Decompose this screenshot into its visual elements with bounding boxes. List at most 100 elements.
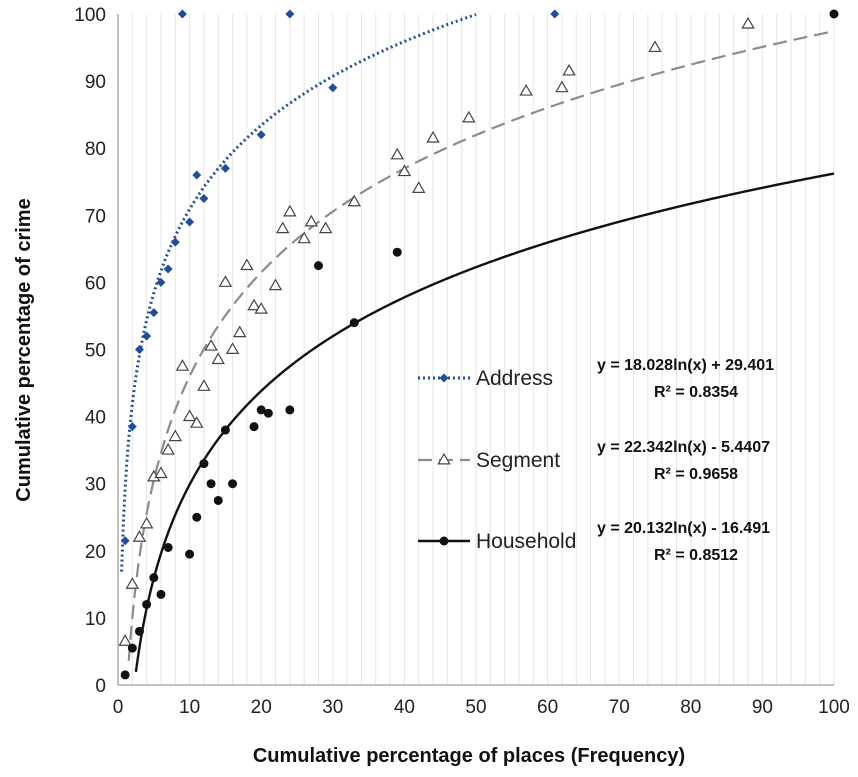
point-segment	[211, 352, 225, 365]
point-address	[156, 277, 166, 287]
x-tick-label: 40	[394, 697, 415, 718]
equation-address: y = 18.028ln(x) + 29.401	[597, 357, 774, 374]
legend-label-household: Household	[476, 530, 576, 553]
point-address	[170, 237, 180, 247]
point-address	[134, 345, 144, 354]
point-segment	[204, 338, 218, 351]
point-household	[829, 9, 839, 19]
point-segment	[555, 80, 569, 93]
point-segment	[304, 214, 319, 227]
point-address	[163, 264, 173, 274]
x-tick-label: 10	[179, 697, 200, 718]
axes	[117, 14, 834, 686]
point-household	[127, 643, 137, 653]
point-segment	[347, 194, 362, 207]
y-tick-label: 20	[85, 542, 106, 563]
point-segment	[411, 181, 426, 193]
point-segment	[161, 442, 175, 455]
point-segment	[197, 379, 211, 391]
legend-item-segment: Segment y = 22.342ln(x) - 5.4407 R² = 0.…	[418, 439, 770, 483]
point-segment	[318, 221, 333, 234]
point-household	[163, 542, 173, 552]
point-address	[120, 536, 130, 546]
legend-label-segment: Segment	[476, 449, 560, 472]
point-address	[177, 9, 187, 19]
legend-item-address: Address y = 18.028ln(x) + 29.401 R² = 0.…	[418, 357, 774, 401]
legend-marker-address	[439, 373, 449, 383]
point-segment	[247, 298, 261, 311]
x-tick-label: 20	[251, 697, 272, 718]
point-household	[313, 261, 323, 271]
data-points	[118, 9, 839, 680]
x-tick-label: 70	[609, 697, 630, 718]
point-address	[185, 217, 195, 227]
x-tick-label: 0	[113, 697, 124, 718]
point-address	[285, 9, 295, 19]
point-household	[392, 247, 402, 257]
trendline-segment	[127, 30, 835, 661]
point-segment	[232, 325, 247, 338]
point-address	[199, 194, 209, 204]
point-address	[256, 130, 266, 140]
y-tick-label: 60	[85, 273, 106, 294]
x-axis-title: Cumulative percentage of places (Frequen…	[253, 745, 685, 767]
point-segment	[562, 63, 576, 76]
x-tick-label: 90	[752, 697, 773, 718]
legend-marker-segment	[437, 452, 451, 465]
point-segment	[426, 130, 440, 143]
point-household	[285, 405, 295, 415]
point-segment	[154, 466, 168, 479]
point-address	[127, 422, 137, 432]
y-tick-label: 40	[85, 408, 106, 429]
x-tick-label: 80	[680, 697, 701, 718]
x-tick-label: 60	[537, 697, 558, 718]
point-segment	[283, 204, 297, 217]
point-household	[213, 495, 223, 505]
point-segment	[519, 83, 533, 96]
r-squared-address: R² = 0.8354	[654, 384, 738, 401]
point-address	[142, 331, 152, 341]
point-segment	[741, 16, 755, 29]
trendline-household	[134, 172, 835, 673]
y-tick-label: 100	[74, 5, 106, 26]
point-segment	[225, 342, 240, 354]
trendlines	[120, 13, 835, 673]
point-household	[228, 479, 238, 489]
point-address	[220, 163, 230, 173]
point-household	[256, 405, 266, 415]
x-tick-label: 100	[818, 697, 850, 718]
tick-labels: 0 10 20 30 40 50 60 70 80 90 100 0 10 20 30 40 50 60 70 80 9…	[74, 5, 850, 718]
r-squared-segment: R² = 0.9658	[654, 466, 738, 483]
point-address	[328, 83, 338, 93]
point-segment	[168, 429, 183, 442]
point-segment	[275, 221, 290, 234]
point-household	[185, 549, 195, 559]
y-tick-label: 70	[85, 206, 106, 227]
point-household	[349, 318, 359, 328]
point-segment	[175, 359, 190, 371]
x-tick-label: 50	[465, 697, 486, 718]
y-tick-label: 10	[85, 609, 106, 630]
point-segment	[118, 634, 132, 646]
point-household	[199, 459, 209, 469]
point-segment	[240, 258, 254, 271]
point-segment	[190, 416, 204, 428]
y-tick-label: 30	[85, 475, 106, 496]
equation-segment: y = 22.342ln(x) - 5.4407	[597, 439, 770, 456]
point-household	[149, 573, 159, 583]
x-tick-label: 30	[322, 697, 343, 718]
y-tick-label: 80	[85, 139, 106, 160]
point-household	[192, 512, 202, 522]
legend-label-address: Address	[476, 367, 553, 390]
point-segment	[390, 147, 404, 160]
y-tick-label: 90	[85, 72, 106, 93]
point-household	[249, 422, 259, 432]
point-segment	[218, 275, 233, 287]
legend: Address y = 18.028ln(x) + 29.401 R² = 0.…	[418, 357, 774, 564]
y-tick-label: 50	[85, 341, 106, 362]
r-squared-household: R² = 0.8512	[654, 547, 738, 564]
trendline-address	[120, 13, 477, 572]
point-segment	[397, 164, 412, 177]
equation-household: y = 20.132ln(x) - 16.491	[597, 520, 770, 537]
